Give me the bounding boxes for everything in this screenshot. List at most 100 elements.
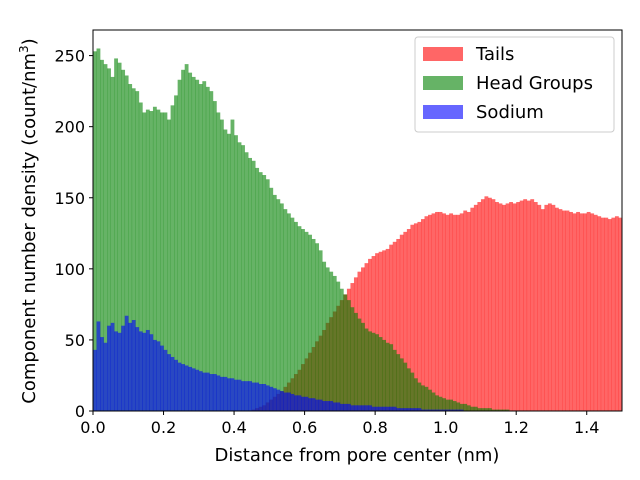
head-groups-bar bbox=[163, 112, 168, 412]
sodium-bar bbox=[152, 339, 157, 411]
head-groups-bar bbox=[117, 62, 122, 411]
head-groups-bar bbox=[156, 109, 161, 412]
sodium-bar bbox=[396, 408, 401, 411]
sodium-series bbox=[93, 315, 464, 411]
sodium-bar bbox=[431, 409, 436, 411]
sodium-bar bbox=[371, 406, 376, 411]
sodium-bar bbox=[442, 409, 446, 411]
head-groups-bar bbox=[279, 203, 284, 411]
tails-bar bbox=[473, 204, 478, 411]
sodium-bar bbox=[417, 408, 422, 411]
tails-bar bbox=[435, 211, 439, 411]
head-groups-bar bbox=[93, 51, 97, 411]
sodium-bar bbox=[223, 376, 228, 411]
head-groups-bar bbox=[269, 187, 274, 411]
tails-bar bbox=[452, 214, 457, 411]
head-groups-bar bbox=[329, 271, 334, 411]
head-groups-bar bbox=[484, 408, 489, 411]
sodium-bar bbox=[445, 409, 450, 411]
tails-bar bbox=[417, 221, 422, 411]
head-groups-bar bbox=[466, 405, 471, 411]
tails-bar bbox=[431, 213, 436, 411]
sodium-bar bbox=[219, 376, 224, 411]
head-groups-bar bbox=[195, 79, 200, 411]
head-groups-bar bbox=[230, 119, 235, 411]
head-groups-bar bbox=[219, 119, 224, 411]
sodium-bar bbox=[121, 325, 126, 411]
sodium-bar bbox=[174, 359, 178, 411]
sodium-bar bbox=[209, 374, 214, 411]
sodium-bar bbox=[389, 406, 394, 411]
legend-swatch-tails bbox=[423, 47, 463, 61]
tails-bar bbox=[459, 213, 464, 411]
sodium-bar bbox=[413, 408, 418, 411]
head-groups-bar bbox=[442, 398, 446, 411]
sodium-bar bbox=[311, 398, 316, 411]
tails-bar bbox=[480, 199, 485, 411]
tails-bar bbox=[445, 214, 450, 411]
tails-bar bbox=[576, 211, 580, 411]
y-tick-label: 200 bbox=[54, 118, 85, 137]
head-groups-bar bbox=[498, 409, 503, 411]
sodium-bar bbox=[279, 391, 284, 411]
head-groups-bar bbox=[417, 382, 422, 411]
head-groups-bar bbox=[449, 399, 454, 411]
tails-bar bbox=[593, 214, 598, 411]
sodium-bar bbox=[184, 365, 189, 411]
tails-bar bbox=[487, 197, 492, 411]
tails-bar bbox=[558, 209, 563, 411]
sodium-bar bbox=[251, 382, 256, 411]
head-groups-bar bbox=[96, 48, 101, 411]
sodium-bar bbox=[100, 337, 104, 411]
sodium-bar bbox=[339, 403, 344, 411]
legend-swatch-sodium bbox=[423, 105, 463, 119]
sodium-bar bbox=[191, 368, 196, 411]
head-groups-bar bbox=[361, 322, 365, 411]
sodium-bar bbox=[262, 383, 267, 411]
head-groups-bar bbox=[339, 288, 344, 411]
head-groups-bar bbox=[138, 102, 143, 411]
head-groups-bar bbox=[174, 95, 178, 412]
legend-label-tails: Tails bbox=[475, 44, 514, 65]
tails-bar bbox=[565, 210, 570, 411]
head-groups-bar bbox=[110, 76, 115, 411]
sodium-bar bbox=[368, 405, 372, 411]
sodium-bar bbox=[410, 408, 415, 411]
head-groups-bar bbox=[315, 243, 320, 411]
head-groups-bar bbox=[502, 409, 506, 411]
head-groups-bar bbox=[177, 79, 182, 411]
head-groups-bar bbox=[431, 392, 436, 411]
sodium-bar bbox=[142, 332, 147, 411]
tails-bar bbox=[399, 234, 404, 411]
tails-bar bbox=[495, 202, 499, 411]
head-groups-bar bbox=[413, 378, 418, 411]
y-axis-label-superscript: 3 bbox=[17, 45, 31, 53]
x-axis-ticks: 0.0 0.2 0.4 0.6 0.8 1.0 1.2 1.4 bbox=[80, 411, 599, 437]
x-tick-label: 0.2 bbox=[151, 418, 176, 437]
y-tick-label: 100 bbox=[54, 260, 85, 279]
head-groups-bar bbox=[399, 358, 404, 411]
sodium-bar bbox=[392, 406, 397, 411]
head-groups-bar bbox=[385, 342, 390, 411]
head-groups-bar bbox=[184, 64, 189, 412]
legend-box bbox=[414, 36, 615, 133]
head-groups-bar bbox=[290, 217, 295, 411]
sodium-bar bbox=[357, 405, 362, 411]
head-groups-bar bbox=[428, 389, 432, 411]
sodium-bar bbox=[128, 322, 133, 411]
head-groups-bar bbox=[167, 119, 171, 411]
head-groups-bar bbox=[304, 231, 309, 411]
sodium-bar bbox=[167, 354, 171, 411]
tails-bar bbox=[466, 211, 471, 411]
head-groups-bar bbox=[308, 234, 312, 411]
head-groups-bar bbox=[121, 69, 126, 411]
sodium-bar bbox=[107, 325, 111, 411]
sodium-bar bbox=[375, 406, 379, 411]
y-tick-label: 250 bbox=[54, 47, 85, 66]
tails-bar bbox=[396, 238, 401, 411]
x-tick-label: 1.4 bbox=[574, 418, 599, 437]
head-groups-bar bbox=[420, 385, 425, 411]
tails-bar bbox=[551, 204, 556, 411]
head-groups-bar bbox=[100, 59, 104, 411]
sodium-bar bbox=[428, 409, 432, 411]
